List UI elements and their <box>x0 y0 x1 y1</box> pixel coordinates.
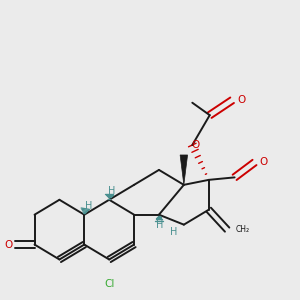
Text: H: H <box>85 201 92 211</box>
Text: O: O <box>4 240 13 250</box>
Text: O: O <box>259 158 268 167</box>
Text: O: O <box>191 140 200 150</box>
Text: H: H <box>109 186 116 196</box>
Text: O: O <box>237 95 245 105</box>
Text: H: H <box>156 220 164 230</box>
Polygon shape <box>180 155 188 185</box>
Text: H: H <box>170 227 177 237</box>
Text: CH₂: CH₂ <box>236 225 250 234</box>
Text: Cl: Cl <box>104 279 114 290</box>
